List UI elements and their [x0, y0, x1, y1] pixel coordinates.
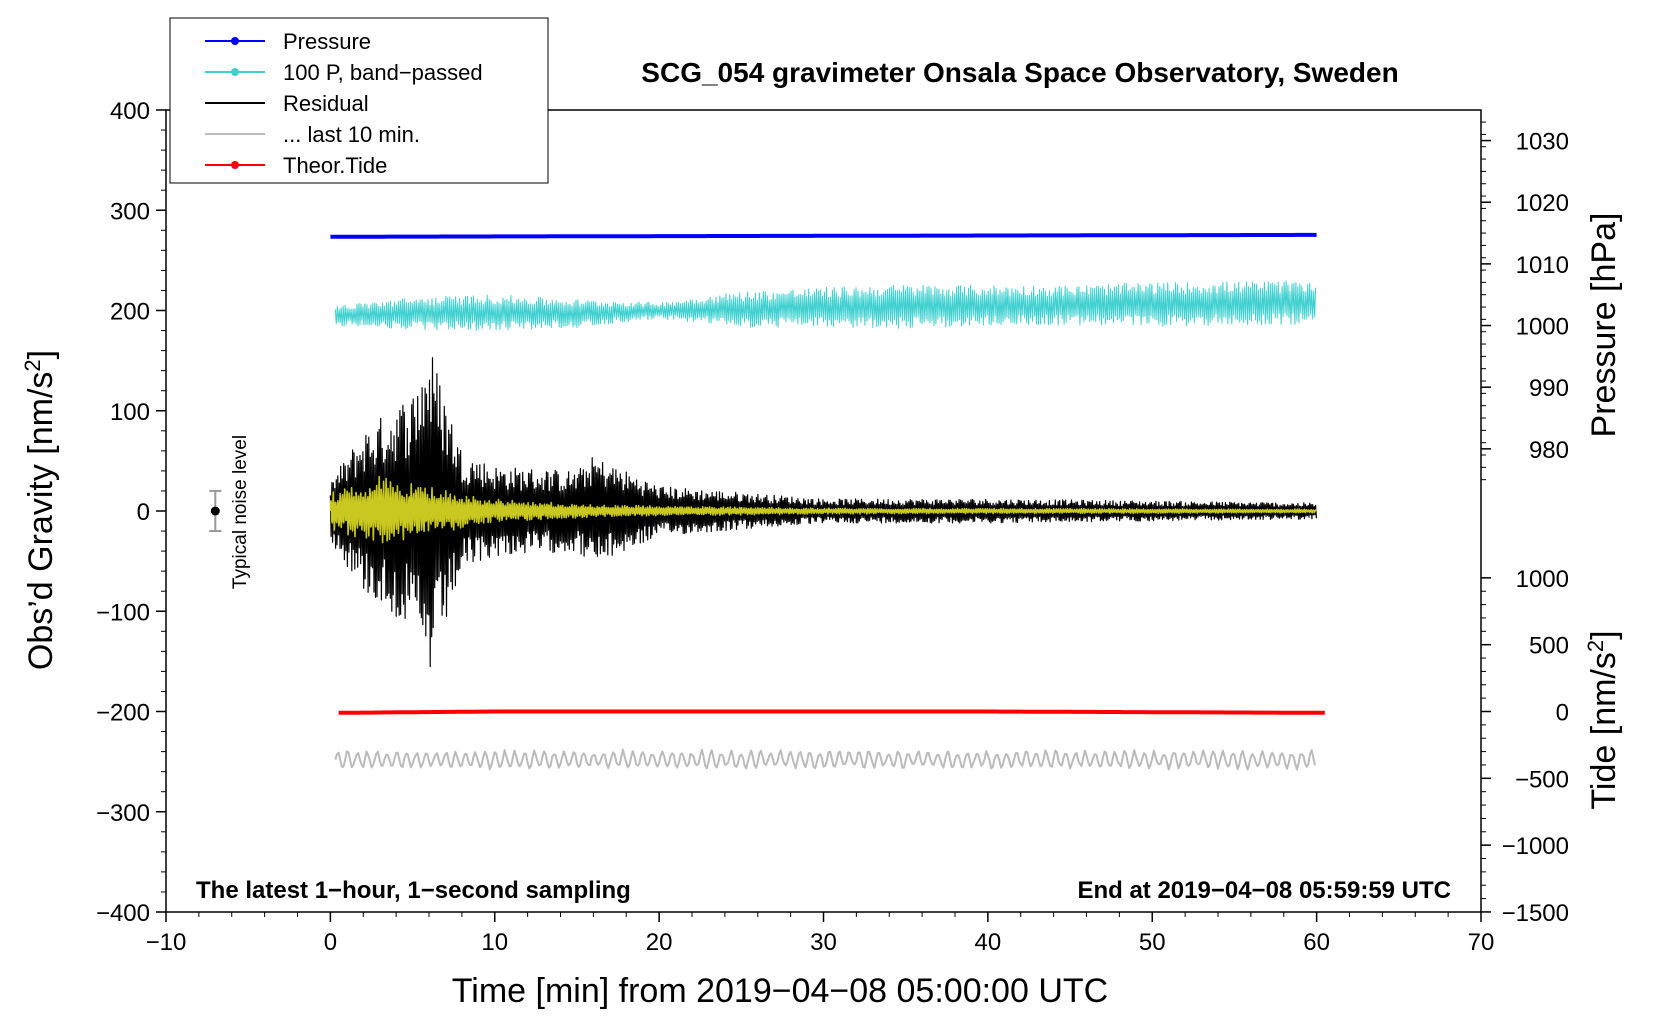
y-tick-label: −200: [96, 700, 150, 727]
x-tick-label: 30: [810, 929, 837, 956]
sampling-note: The latest 1−hour, 1−second sampling: [196, 877, 631, 904]
legend-label: Theor.Tide: [283, 153, 387, 178]
series-line: [334, 280, 1317, 331]
pressure-tick-label: 1020: [1516, 190, 1569, 217]
legend-marker: [231, 37, 239, 45]
legend-items: Pressure 100 P, band−passed Residual ... la…: [205, 29, 483, 178]
y-tick-label: 300: [110, 198, 150, 225]
chart-title: SCG_054 gravimeter Onsala Space Observat…: [641, 57, 1398, 88]
tide-tick-label: −1000: [1502, 833, 1569, 860]
tide-axis-label-main: Tide [nm/s: [1585, 652, 1623, 809]
noise-bar-point: [210, 506, 220, 516]
end-time-note: End at 2019−04−08 05:59:59 UTC: [1077, 877, 1451, 904]
tide-axis-label-tail: ]: [1585, 630, 1623, 639]
x-axis-label: Time [min] from 2019−04−08 05:00:00 UTC: [452, 972, 1108, 1010]
legend-label: 100 P, band−passed: [283, 60, 483, 85]
tide-tick-label: 1000: [1516, 566, 1569, 593]
tide-tick-label: −500: [1515, 766, 1569, 793]
x-tick-label: −10: [146, 929, 187, 956]
series-line: [334, 748, 1316, 771]
series-line: [330, 232, 1317, 239]
y-tick-label: −400: [96, 900, 150, 927]
legend: Pressure 100 P, band−passed Residual ... la…: [169, 17, 549, 184]
y-axis-label: Obs’d Gravity [nm/s2]: [20, 350, 61, 670]
y-tick-label: 100: [110, 399, 150, 426]
pressure-tick-label: 1000: [1516, 314, 1569, 341]
noise-bar-layer: [209, 489, 222, 533]
series-line: [338, 709, 1325, 715]
y-tick-label: −300: [96, 800, 150, 827]
y-axis-label-main: Obs’d Gravity [nm/s: [22, 372, 60, 671]
pressure-tick-label: 1030: [1516, 129, 1569, 156]
y-tick-label: 0: [137, 499, 150, 526]
legend-marker: [231, 161, 239, 169]
legend-marker: [231, 68, 239, 76]
y-axis-label-sup: 2: [20, 359, 45, 371]
noise-level-label: Typical noise level: [230, 435, 251, 589]
pressure-tick-label: 980: [1529, 437, 1569, 464]
x-tick-label: 0: [324, 929, 337, 956]
legend-label: Residual: [283, 91, 369, 116]
tide-tick-label: 0: [1556, 700, 1569, 727]
tide-tick-label: −1500: [1502, 900, 1569, 927]
x-tick-label: 50: [1139, 929, 1166, 956]
x-tick-label: 40: [975, 929, 1002, 956]
x-tick-label: 10: [481, 929, 508, 956]
y-tick-label: 200: [110, 299, 150, 326]
series-layer: [329, 232, 1325, 771]
tide-axis-label-sup: 2: [1583, 640, 1608, 652]
tide-axis-label: Tide [nm/s2]: [1583, 630, 1624, 809]
legend-box: [169, 17, 549, 184]
series-line: [329, 475, 1317, 544]
x-tick-label: 60: [1303, 929, 1330, 956]
legend-label: ... last 10 min.: [283, 122, 420, 147]
x-tick-label: 70: [1468, 929, 1495, 956]
y-tick-label: 400: [110, 98, 150, 125]
y-axis-label-tail: ]: [22, 350, 60, 359]
pressure-tick-label: 990: [1529, 375, 1569, 402]
pressure-axis-label: Pressure [hPa]: [1585, 213, 1623, 438]
y-tick-label: −100: [96, 599, 150, 626]
legend-label: Pressure: [283, 29, 371, 54]
axes-layer: −10 0 10 20 30 40 50 60 704003002001000−100−200−…: [96, 98, 1569, 956]
tide-tick-label: 500: [1529, 633, 1569, 660]
pressure-tick-label: 1010: [1516, 252, 1569, 279]
x-tick-label: 20: [646, 929, 673, 956]
